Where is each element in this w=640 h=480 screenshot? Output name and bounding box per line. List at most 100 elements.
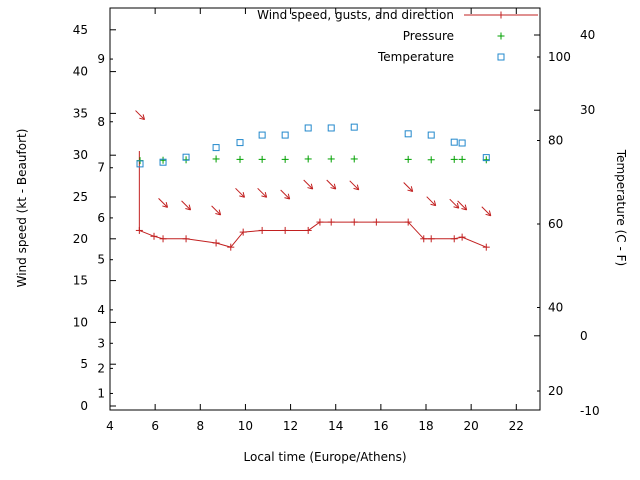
pressure-point bbox=[458, 155, 466, 163]
right-axis-title: Temperature (C - F) bbox=[614, 149, 628, 267]
knots-tick-label: 20 bbox=[73, 232, 88, 246]
wind-point bbox=[304, 226, 312, 234]
knots-tick-label: 10 bbox=[73, 315, 88, 329]
legend-sample-temperature bbox=[497, 53, 505, 60]
wind-point bbox=[458, 233, 466, 241]
wind-point bbox=[404, 218, 412, 226]
fahrenheit-tick-label: 40 bbox=[548, 301, 563, 315]
temperature-point bbox=[427, 131, 435, 139]
temperature-point bbox=[304, 124, 312, 132]
legend-sample-wind bbox=[464, 11, 538, 18]
wind-point bbox=[482, 243, 490, 251]
wind-direction-arrows bbox=[135, 110, 492, 217]
legend-row-temperature: Temperature bbox=[257, 46, 540, 67]
beaufort-tick-label: 9 bbox=[97, 52, 105, 66]
x-tick-label: 16 bbox=[373, 419, 388, 433]
x-axis-title: Local time (Europe/Athens) bbox=[243, 450, 407, 464]
beaufort-tick-label: 1 bbox=[97, 386, 105, 400]
temperature-point bbox=[350, 123, 358, 131]
beaufort-tick-label: 2 bbox=[97, 361, 105, 375]
pressure-point bbox=[258, 155, 266, 163]
x-axis-ticks: 4 6 8 10 12 14 16 18 20 22 bbox=[106, 8, 524, 433]
temperature-series bbox=[136, 123, 490, 168]
pressure-point bbox=[327, 155, 335, 163]
knots-tick-label: 35 bbox=[73, 106, 88, 120]
wind-direction-arrow bbox=[326, 179, 337, 190]
knots-tick-label: 15 bbox=[73, 274, 88, 288]
temperature-point bbox=[458, 139, 466, 147]
wind-direction-arrow bbox=[349, 180, 360, 191]
wind-point bbox=[350, 218, 358, 226]
wind-point bbox=[327, 218, 335, 226]
x-tick-label: 12 bbox=[283, 419, 298, 433]
wind-point bbox=[227, 243, 235, 251]
plot-border bbox=[109, 7, 541, 411]
knots-tick-label: 30 bbox=[73, 148, 88, 162]
wind-direction-arrow bbox=[181, 200, 192, 211]
x-tick-label: 20 bbox=[464, 419, 479, 433]
x-tick-label: 4 bbox=[106, 419, 114, 433]
x-tick-label: 6 bbox=[151, 419, 159, 433]
pressure-point bbox=[236, 155, 244, 163]
beaufort-tick-label: 3 bbox=[97, 336, 105, 350]
temperature-point bbox=[450, 138, 458, 146]
celsius-tick-label: -10 bbox=[580, 404, 600, 418]
wind-point bbox=[450, 235, 458, 243]
celsius-tick-label: 0 bbox=[580, 329, 588, 343]
x-tick-label: 14 bbox=[328, 419, 343, 433]
wind-direction-arrow bbox=[257, 187, 268, 198]
wind-direction-arrow bbox=[426, 196, 437, 207]
wind-direction-arrow bbox=[449, 198, 460, 209]
pressure-point bbox=[404, 155, 412, 163]
pressure-point bbox=[350, 155, 358, 163]
fahrenheit-tick-label: 60 bbox=[548, 217, 563, 231]
legend-sample-pressure bbox=[497, 32, 505, 39]
pressure-point bbox=[212, 155, 220, 163]
pressure-point bbox=[159, 156, 167, 164]
fahrenheit-tick-label: 100 bbox=[548, 50, 571, 64]
wind-point bbox=[182, 235, 190, 243]
legend-label-wind: Wind speed, gusts, and direction bbox=[257, 7, 454, 22]
knots-tick-label: 45 bbox=[73, 23, 88, 37]
celsius-tick-label: 40 bbox=[580, 28, 595, 42]
fahrenheit-tick-label: 80 bbox=[548, 134, 563, 148]
knots-tick-label: 25 bbox=[73, 190, 88, 204]
wind-point bbox=[427, 235, 435, 243]
legend: Wind speed, gusts, and direction Pressur… bbox=[257, 4, 540, 67]
beaufort-tick-label: 8 bbox=[97, 115, 105, 129]
temperature-point bbox=[159, 158, 167, 166]
pressure-point bbox=[427, 156, 435, 164]
knots-tick-label: 5 bbox=[80, 357, 88, 371]
fahrenheit-ticks: 100 80 60 40 20 bbox=[537, 50, 571, 398]
x-tick-label: 8 bbox=[196, 419, 204, 433]
left-axis-title: Wind speed (kt - Beaufort) bbox=[15, 128, 29, 288]
beaufort-ticks: 1 2 3 4 5 6 7 8 9 bbox=[97, 52, 113, 400]
wind-direction-arrow bbox=[235, 187, 245, 198]
beaufort-tick-label: 6 bbox=[97, 211, 105, 225]
legend-label-temperature: Temperature bbox=[377, 49, 454, 64]
x-tick-label: 22 bbox=[509, 419, 524, 433]
temperature-point bbox=[212, 144, 220, 152]
knots-tick-label: 0 bbox=[80, 399, 88, 413]
x-tick-label: 10 bbox=[238, 419, 253, 433]
temperature-point bbox=[482, 154, 490, 162]
square-sample-mark bbox=[497, 53, 505, 60]
wind-point bbox=[239, 228, 247, 236]
wind-point bbox=[258, 226, 266, 234]
beaufort-tick-label: 4 bbox=[97, 303, 105, 317]
wind-direction-arrow bbox=[211, 205, 222, 216]
temperature-point bbox=[327, 124, 335, 132]
pressure-point bbox=[482, 156, 490, 164]
pressure-point bbox=[304, 155, 312, 163]
legend-row-wind: Wind speed, gusts, and direction bbox=[257, 4, 540, 25]
wind-point bbox=[150, 232, 158, 240]
wind-point bbox=[159, 235, 167, 243]
wind-point bbox=[372, 218, 380, 226]
temperature-point bbox=[258, 131, 266, 139]
legend-label-pressure: Pressure bbox=[402, 28, 454, 43]
pressure-point bbox=[281, 155, 289, 163]
temperature-point bbox=[404, 130, 412, 138]
temperature-point bbox=[182, 153, 190, 161]
